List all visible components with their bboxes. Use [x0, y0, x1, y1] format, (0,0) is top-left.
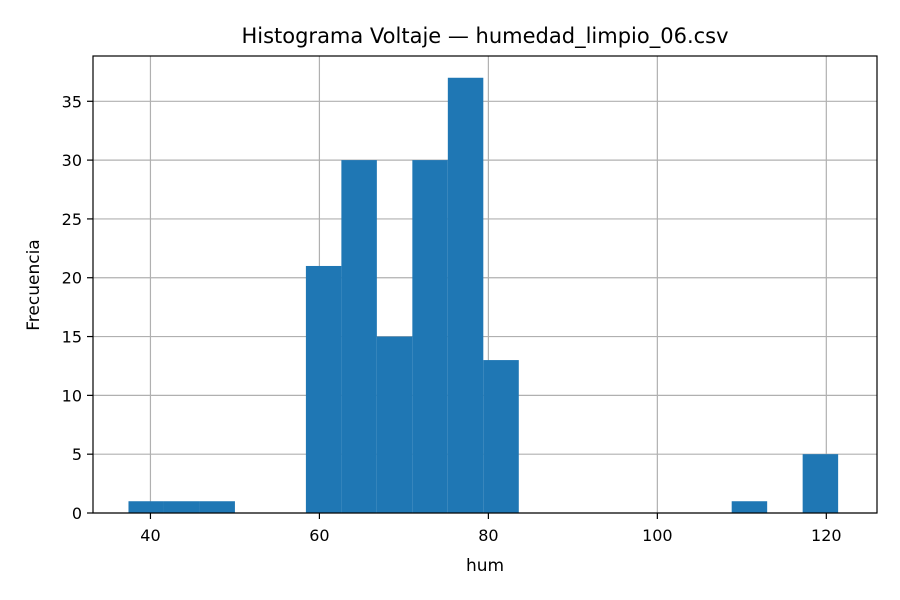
y-tick-label: 5 [72, 445, 82, 464]
histogram-bar [163, 501, 200, 513]
y-tick-label: 15 [62, 328, 82, 347]
histogram-bar [447, 77, 484, 513]
y-tick-label: 35 [62, 92, 82, 111]
x-tick-label: 80 [478, 526, 498, 545]
ticks-layer: 40 60 80 100 120 0 5 10 15 20 25 30 35 [62, 92, 842, 545]
histogram-bar [802, 454, 839, 513]
histogram-bar [341, 160, 377, 513]
x-tick-label: 40 [140, 526, 160, 545]
bars-layer [128, 77, 839, 513]
histogram-bar [412, 160, 448, 513]
x-tick-label: 60 [309, 526, 329, 545]
y-tick-label: 25 [62, 210, 82, 229]
histogram-bar [305, 265, 342, 513]
plot-frame [92, 55, 878, 514]
histogram-bar [128, 501, 164, 513]
histogram-bar [731, 501, 768, 513]
histogram-bar [376, 336, 413, 513]
y-tick-label: 0 [72, 504, 82, 523]
x-tick-label: 120 [811, 526, 842, 545]
y-tick-label: 30 [62, 151, 82, 170]
x-axis-label: hum [466, 556, 504, 576]
chart-title: Histograma Voltaje — humedad_limpio_06.c… [241, 24, 728, 49]
x-tick-label: 100 [642, 526, 673, 545]
histogram-bar [199, 501, 235, 513]
y-axis-label: Frecuencia [24, 239, 44, 330]
y-tick-label: 20 [62, 269, 82, 288]
y-tick-label: 10 [62, 386, 82, 405]
histogram-bar [483, 360, 519, 513]
